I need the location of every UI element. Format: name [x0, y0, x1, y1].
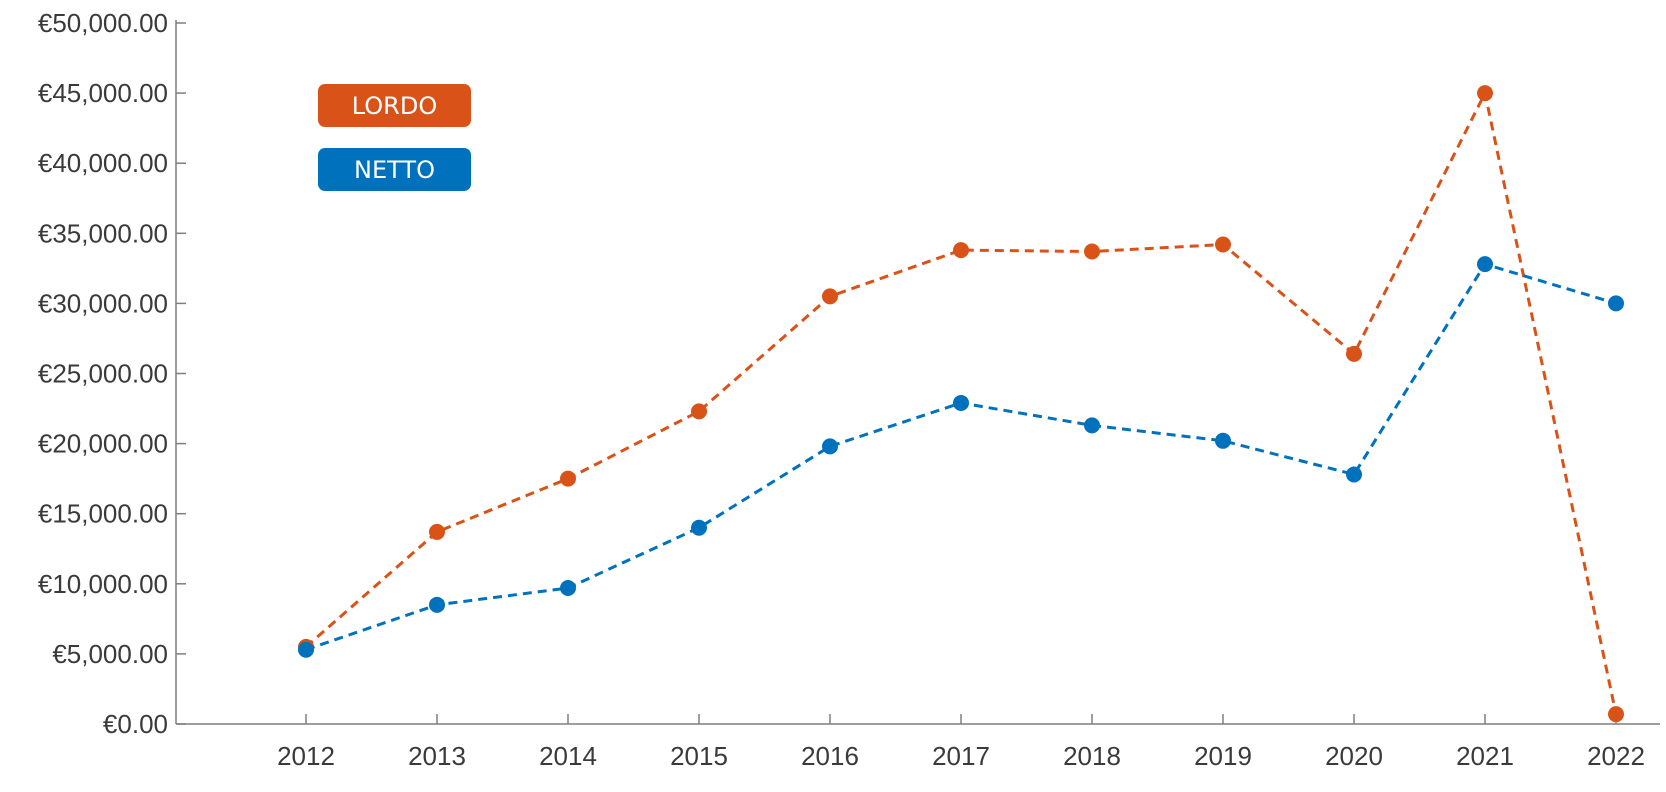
legend-swatch	[318, 84, 471, 127]
y-tick-label: €0.00	[103, 709, 168, 739]
series-layer	[298, 85, 1624, 723]
series-netto	[298, 256, 1624, 658]
data-point	[1084, 417, 1100, 434]
y-tick-label: €10,000.00	[38, 569, 168, 599]
y-axis-ticks: €0.00 €5,000.00 €10,000.00 €15,000.00 €20,00…	[38, 8, 186, 739]
chart-legend: LORDO NETTO	[318, 84, 471, 191]
legend-label: LORDO	[352, 92, 437, 120]
data-point	[1084, 243, 1100, 260]
y-tick-label: €40,000.00	[38, 148, 168, 178]
data-point	[1477, 256, 1493, 273]
data-point	[429, 523, 445, 540]
data-point	[1608, 295, 1624, 312]
data-point	[1346, 345, 1362, 362]
y-tick-label: €35,000.00	[38, 218, 168, 248]
data-point	[691, 403, 707, 420]
data-point	[1608, 706, 1624, 723]
y-tick-label: €45,000.00	[38, 78, 168, 108]
data-point	[953, 394, 969, 411]
x-tick-label: 2019	[1194, 741, 1252, 771]
data-point	[1346, 466, 1362, 483]
x-tick-label: 2021	[1456, 741, 1514, 771]
x-tick-label: 2016	[801, 741, 859, 771]
x-tick-label: 2018	[1063, 741, 1121, 771]
y-tick-label: €15,000.00	[38, 499, 168, 529]
x-axis-ticks: 2012 2013 2014 2015 2016 2017 2018 2019 2020 2021…	[277, 714, 1645, 771]
data-point	[1215, 236, 1231, 253]
x-tick-label: 2013	[408, 741, 466, 771]
x-tick-label: 2014	[539, 741, 597, 771]
chart-axes	[175, 20, 1660, 725]
x-tick-label: 2012	[277, 741, 335, 771]
data-point	[822, 288, 838, 305]
data-point	[429, 596, 445, 613]
legend-label: NETTO	[354, 156, 435, 184]
x-tick-label: 2020	[1325, 741, 1383, 771]
data-point	[560, 580, 576, 597]
y-tick-label: €50,000.00	[38, 8, 168, 38]
data-point	[298, 641, 314, 658]
legend-item-lordo: LORDO	[318, 84, 471, 127]
data-point	[691, 519, 707, 536]
legend-swatch	[318, 148, 471, 191]
series-line-netto	[305, 262, 1617, 652]
data-point	[822, 438, 838, 455]
data-point	[1215, 432, 1231, 449]
y-tick-label: €25,000.00	[38, 359, 168, 389]
x-tick-label: 2022	[1587, 741, 1645, 771]
legend-item-netto: NETTO	[318, 148, 471, 191]
data-point	[1477, 85, 1493, 102]
y-tick-label: €30,000.00	[38, 288, 168, 318]
series-line-lordo	[305, 91, 1618, 715]
x-tick-label: 2015	[670, 741, 728, 771]
y-tick-label: €5,000.00	[52, 639, 168, 669]
x-tick-label: 2017	[932, 741, 990, 771]
y-tick-label: €20,000.00	[38, 429, 168, 459]
data-point	[560, 470, 576, 487]
data-point	[953, 242, 969, 259]
